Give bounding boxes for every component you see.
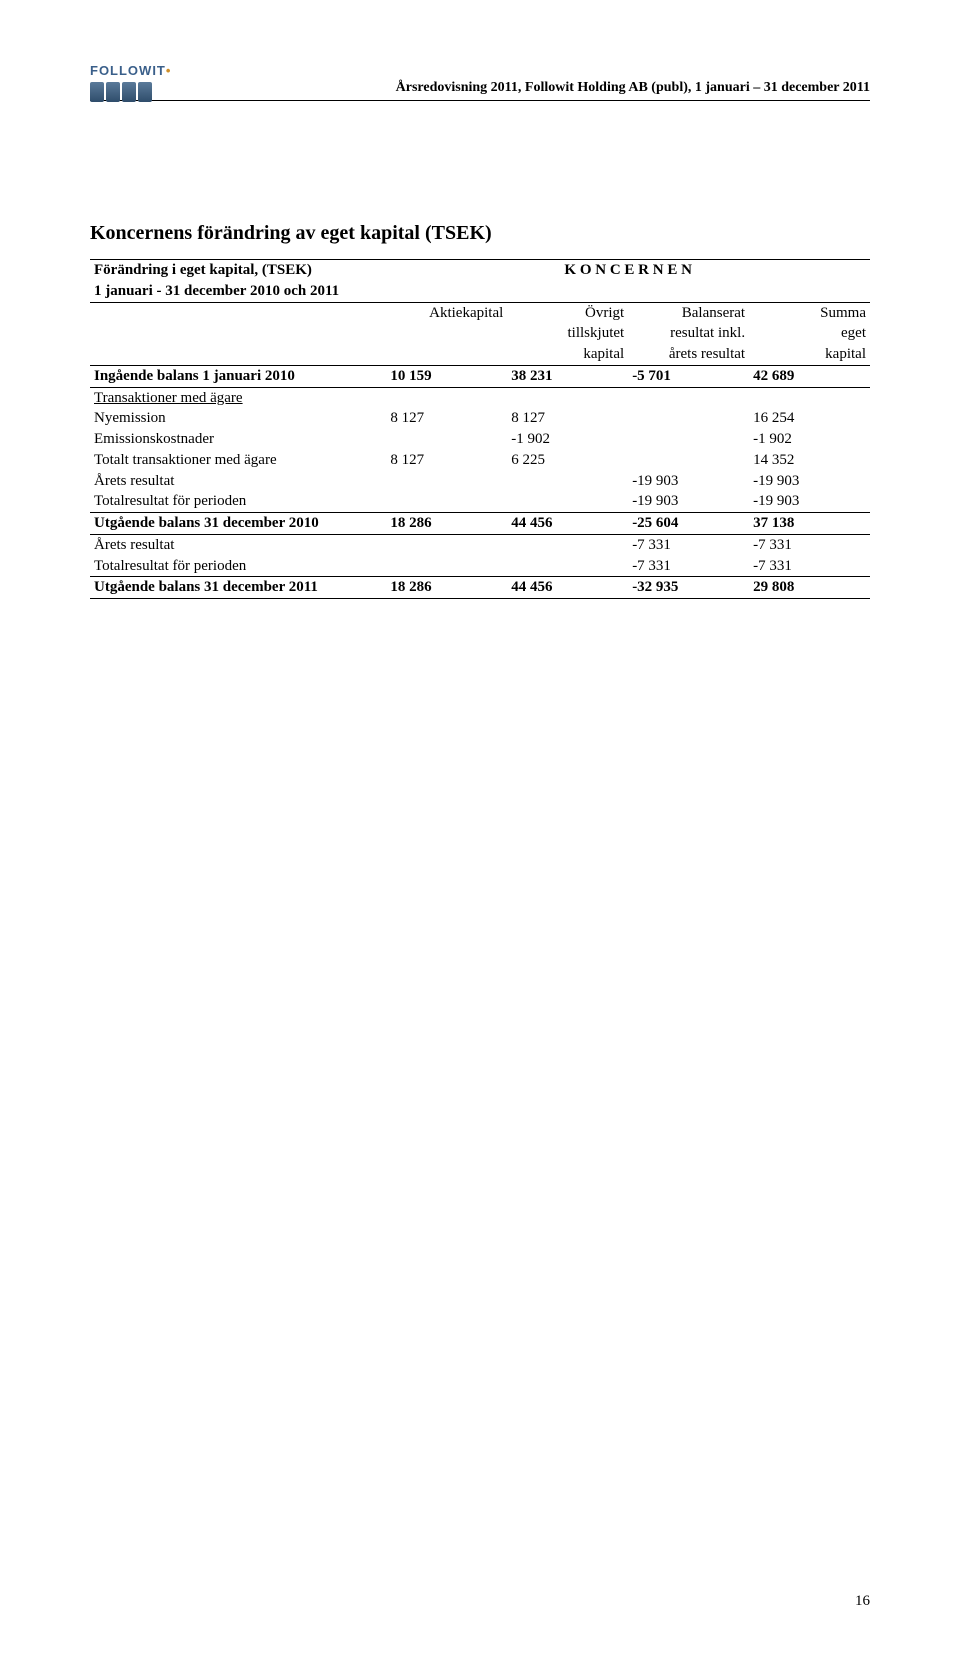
cell-value: -7 331 bbox=[628, 556, 749, 577]
col2-header-a: Övrigt bbox=[507, 302, 628, 323]
column-header-row-b: tillskjutet resultat inkl. eget bbox=[90, 323, 870, 344]
cell-label: Totalresultat för perioden bbox=[90, 491, 386, 512]
cell-value: 6 225 bbox=[507, 450, 628, 471]
cell-value: 37 138 bbox=[749, 513, 870, 535]
header-left-1: Förändring i eget kapital, (TSEK) bbox=[90, 260, 386, 281]
cell-label: Årets resultat bbox=[90, 471, 386, 492]
cell-value: -1 902 bbox=[749, 429, 870, 450]
cell-value: 44 456 bbox=[507, 577, 628, 599]
row-opening-balance: Ingående balans 1 januari 2010 10 159 38… bbox=[90, 365, 870, 387]
table-header-row-1: Förändring i eget kapital, (TSEK) K O N … bbox=[90, 260, 870, 281]
cell-label: Ingående balans 1 januari 2010 bbox=[90, 365, 386, 387]
cell-value: -7 331 bbox=[749, 556, 870, 577]
cell-value: 18 286 bbox=[386, 577, 507, 599]
column-header-row-a: Aktiekapital Övrigt Balanserat Summa bbox=[90, 302, 870, 323]
cell-label: Utgående balans 31 december 2011 bbox=[90, 577, 386, 599]
row-emissionskostnader: Emissionskostnader -1 902 -1 902 bbox=[90, 429, 870, 450]
cell-label: Årets resultat bbox=[90, 534, 386, 555]
row-outgoing-2010: Utgående balans 31 december 2010 18 286 … bbox=[90, 513, 870, 535]
cell-value: 8 127 bbox=[507, 408, 628, 429]
page-number: 16 bbox=[855, 1593, 870, 1610]
cell-value: -32 935 bbox=[628, 577, 749, 599]
row-nyemission: Nyemission 8 127 8 127 16 254 bbox=[90, 408, 870, 429]
equity-change-table: Förändring i eget kapital, (TSEK) K O N … bbox=[90, 259, 870, 599]
cell-value: 44 456 bbox=[507, 513, 628, 535]
cell-value: -19 903 bbox=[628, 471, 749, 492]
header-text: Årsredovisning 2011, Followit Holding AB… bbox=[90, 62, 870, 96]
cell-value: -7 331 bbox=[628, 534, 749, 555]
row-outgoing-2011: Utgående balans 31 december 2011 18 286 … bbox=[90, 577, 870, 599]
cell-value: -25 604 bbox=[628, 513, 749, 535]
cell-label: Utgående balans 31 december 2010 bbox=[90, 513, 386, 535]
cell-value: 10 159 bbox=[386, 365, 507, 387]
cell-label: Totalt transaktioner med ägare bbox=[90, 450, 386, 471]
col4-header-c: kapital bbox=[749, 344, 870, 365]
col3-header-a: Balanserat bbox=[628, 302, 749, 323]
logo-word: FOLLOWIT• bbox=[90, 63, 171, 78]
row-arets-resultat-2: Årets resultat -7 331 -7 331 bbox=[90, 534, 870, 555]
header-left-2: 1 januari - 31 december 2010 och 2011 bbox=[90, 281, 386, 302]
cell-value: 18 286 bbox=[386, 513, 507, 535]
col4-header-a: Summa bbox=[749, 302, 870, 323]
cell-value: -19 903 bbox=[628, 491, 749, 512]
cell-value: 14 352 bbox=[749, 450, 870, 471]
row-transactions-header: Transaktioner med ägare bbox=[90, 387, 870, 408]
section-title: Koncernens förändring av eget kapital (T… bbox=[90, 222, 870, 245]
row-transactions-total: Totalt transaktioner med ägare 8 127 6 2… bbox=[90, 450, 870, 471]
table-header-row-2: 1 januari - 31 december 2010 och 2011 bbox=[90, 281, 870, 302]
col3-header-b: resultat inkl. bbox=[628, 323, 749, 344]
cell-label: Nyemission bbox=[90, 408, 386, 429]
header-rule bbox=[90, 100, 870, 101]
col2-header-c: kapital bbox=[507, 344, 628, 365]
page-header: FOLLOWIT• Årsredovisning 2011, Followit … bbox=[90, 62, 870, 132]
cell-label: Totalresultat för perioden bbox=[90, 556, 386, 577]
column-header-row-c: kapital årets resultat kapital bbox=[90, 344, 870, 365]
logo-graphic bbox=[90, 82, 180, 102]
cell-value: -7 331 bbox=[749, 534, 870, 555]
row-totalresultat-2: Totalresultat för perioden -7 331 -7 331 bbox=[90, 556, 870, 577]
col1-header: Aktiekapital bbox=[386, 302, 507, 323]
col3-header-c: årets resultat bbox=[628, 344, 749, 365]
cell-value: 42 689 bbox=[749, 365, 870, 387]
cell-value: 29 808 bbox=[749, 577, 870, 599]
cell-label: Emissionskostnader bbox=[90, 429, 386, 450]
col2-header-b: tillskjutet bbox=[507, 323, 628, 344]
cell-value: 8 127 bbox=[386, 450, 507, 471]
cell-value: -19 903 bbox=[749, 491, 870, 512]
header-concern: K O N C E R N E N bbox=[507, 260, 749, 281]
cell-value: 38 231 bbox=[507, 365, 628, 387]
cell-label: Transaktioner med ägare bbox=[90, 387, 386, 408]
cell-value: -5 701 bbox=[628, 365, 749, 387]
cell-value: -1 902 bbox=[507, 429, 628, 450]
col4-header-b: eget bbox=[749, 323, 870, 344]
followit-logo: FOLLOWIT• bbox=[90, 62, 180, 112]
row-totalresultat-1: Totalresultat för perioden -19 903 -19 9… bbox=[90, 491, 870, 512]
cell-value: -19 903 bbox=[749, 471, 870, 492]
row-arets-resultat-1: Årets resultat -19 903 -19 903 bbox=[90, 471, 870, 492]
cell-value: 8 127 bbox=[386, 408, 507, 429]
cell-value: 16 254 bbox=[749, 408, 870, 429]
